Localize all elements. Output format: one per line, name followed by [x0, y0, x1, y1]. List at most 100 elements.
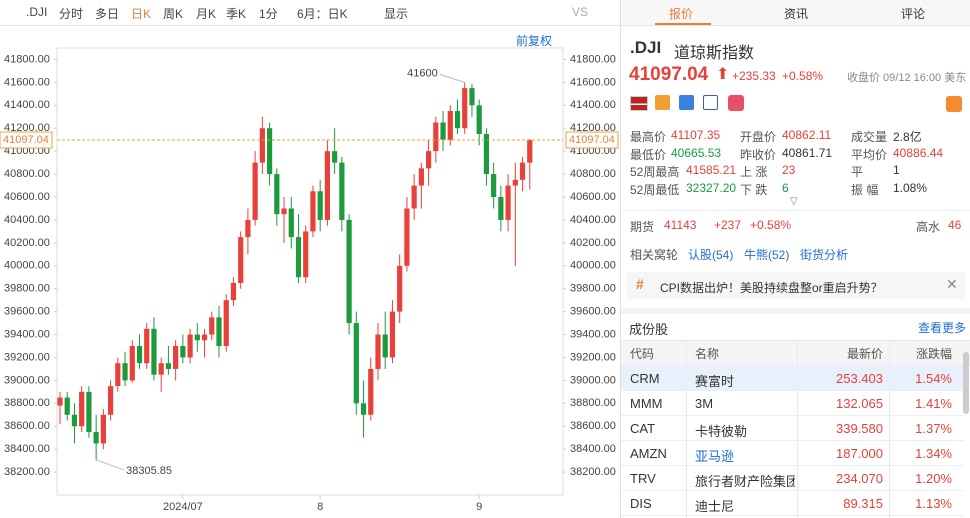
candle-body: [107, 386, 114, 415]
candle-body: [216, 317, 222, 346]
tab[interactable]: 季K: [226, 7, 247, 21]
stat-label: 最高价: [630, 130, 667, 144]
candle-body: [346, 219, 352, 324]
table-row[interactable]: [621, 415, 964, 441]
icon[interactable]: [703, 95, 718, 110]
expand[interactable]: ▽: [790, 196, 798, 207]
candle-body: [411, 185, 417, 209]
candle-body: [375, 334, 381, 369]
x-tick-label: 9: [476, 501, 482, 513]
stat-value: 23: [782, 163, 796, 177]
table-header: [621, 340, 970, 366]
tab[interactable]: 分时: [59, 7, 84, 21]
candle-body: [281, 208, 287, 215]
tab-underline: [655, 23, 711, 25]
candle-body: [454, 111, 461, 129]
quote-status: 收盘价 09/12 16:00 美东: [847, 72, 967, 84]
candle-body: [266, 128, 273, 175]
icon[interactable]: [728, 95, 744, 111]
stat-label: 昨收价: [740, 148, 777, 162]
candle-body: [136, 346, 143, 364]
stat-label: 下 跌: [740, 183, 768, 197]
close[interactable]: ✕: [946, 276, 958, 292]
stat-value: 41107.35: [671, 128, 721, 142]
related-link[interactable]: 街货分析: [800, 248, 849, 262]
table-cell: TRV: [630, 471, 656, 486]
tab[interactable]: 月K: [196, 7, 217, 21]
table-cell: AMZN: [630, 446, 667, 461]
period[interactable]: 6月：日K: [297, 7, 348, 21]
col-sep: [686, 340, 687, 518]
table-cell: 1.37%: [915, 421, 952, 436]
stat-value: 1: [893, 163, 900, 177]
price-tag-label: 41097.04: [3, 134, 49, 146]
vs[interactable]: VS: [572, 5, 589, 19]
futures-pct: +0.58%: [750, 218, 792, 232]
candle-body: [483, 133, 490, 175]
table-row[interactable]: [621, 490, 964, 516]
table-cell: 339.580: [836, 421, 883, 436]
y-tick-label: 38600.00: [570, 420, 616, 432]
candle-body: [115, 363, 121, 387]
stat-value: 40665.53: [671, 146, 722, 160]
related-link[interactable]: 牛熊(52): [744, 248, 790, 262]
tab[interactable]: 1分: [259, 7, 278, 21]
candle-body: [353, 323, 359, 404]
tab[interactable]: 日K: [131, 7, 152, 21]
candle-body: [389, 311, 396, 358]
candle-body: [462, 88, 468, 129]
tab[interactable]: 报价: [669, 7, 694, 21]
candle-body: [404, 208, 410, 266]
candle-body: [418, 168, 424, 186]
tab[interactable]: 资讯: [784, 7, 809, 21]
candle-body: [100, 414, 106, 444]
symbol[interactable]: .DJI: [26, 5, 48, 19]
adjust[interactable]: 前复权: [516, 34, 553, 48]
display[interactable]: 显示: [384, 7, 409, 21]
related-link[interactable]: 认股(54): [688, 248, 734, 262]
icon[interactable]: [655, 95, 670, 110]
news[interactable]: CPI数据出炉！美股持续盘整or重启升势？: [660, 281, 883, 295]
table-row[interactable]: [621, 465, 964, 491]
table-cell: MMM: [630, 396, 663, 411]
alert-icon[interactable]: [946, 96, 962, 112]
y-tick-label: 39600.00: [4, 306, 50, 318]
candle-body: [332, 151, 338, 163]
max-leader: [439, 73, 465, 83]
candle-body: [469, 88, 475, 106]
candle-body: [165, 363, 172, 369]
chart: 38200.00 38200.00 38400.00 38400.00 38600.00…: [0, 47, 619, 513]
y-tick-label: 40600.00: [4, 191, 50, 203]
candle-body: [259, 128, 265, 163]
tab[interactable]: 评论: [901, 7, 926, 21]
stat-label: 平: [851, 165, 864, 179]
table-row[interactable]: [621, 365, 964, 391]
y-tick-label: 39400.00: [570, 328, 616, 340]
table-row[interactable]: [621, 390, 964, 416]
tab-bar: [621, 0, 970, 26]
table-row[interactable]: [621, 440, 964, 466]
tab[interactable]: 多日: [95, 7, 120, 21]
more[interactable]: 查看更多: [918, 321, 967, 335]
y-tick-label: 39800.00: [4, 283, 50, 295]
candle-body: [339, 162, 345, 220]
icon[interactable]: [679, 95, 694, 110]
table-cell: CAT: [630, 421, 656, 436]
candle-body: [303, 231, 309, 278]
tab[interactable]: 周K: [163, 7, 184, 21]
table-cell: 亚马逊: [695, 449, 735, 464]
news-box[interactable]: [626, 272, 966, 299]
y-tick-label: 41600.00: [4, 76, 50, 88]
candle-body: [360, 403, 367, 415]
candle-body: [230, 282, 237, 301]
candle-body: [187, 334, 193, 358]
candle-body: [440, 122, 446, 140]
candle-body: [324, 151, 331, 220]
min-leader: [95, 459, 125, 471]
candle-body: [433, 122, 439, 152]
news-icon: #: [636, 276, 644, 292]
table-cell: 187.000: [836, 446, 883, 461]
candle-body: [93, 431, 99, 444]
candle-body: [194, 334, 200, 341]
